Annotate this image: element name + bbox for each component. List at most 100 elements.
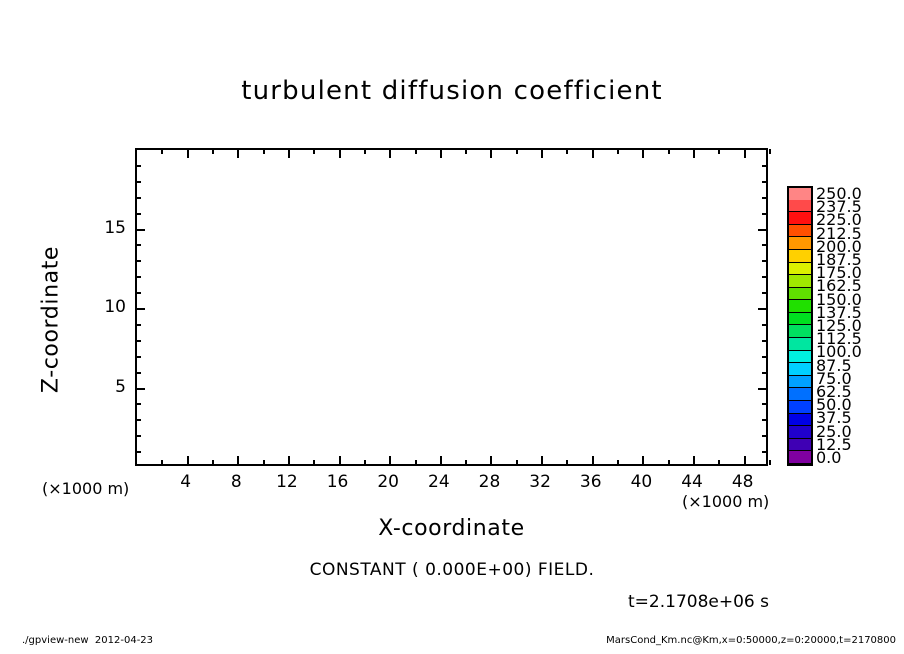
colorbar-tick-label: 37.5 (816, 408, 852, 428)
axis-tick (211, 149, 214, 154)
axis-tick (762, 419, 767, 422)
axis-tick (136, 355, 141, 358)
axis-tick (465, 460, 468, 465)
y-tick-label: 15 (104, 217, 126, 238)
axis-tick (490, 456, 493, 465)
axis-tick (161, 149, 164, 154)
colorbar-tick-label: 212.5 (816, 223, 862, 243)
colorbar-labels: 0.0 12.5 25.0 37.5 50.0 62.5 75.0 87.5 100.0 112.… (816, 186, 902, 466)
y-tick-label: 10 (104, 297, 126, 317)
colorbar-tick-label: 175.0 (816, 263, 862, 283)
constant-field-note: CONSTANT ( 0.000E+00) FIELD. (309, 560, 595, 580)
axis-tick (762, 435, 767, 438)
axis-tick (136, 228, 145, 231)
colorbar-tick-label: 237.5 (816, 197, 862, 217)
axis-tick (566, 149, 569, 154)
colorbar-band (789, 199, 811, 213)
x-tick-label: 24 (428, 472, 450, 492)
colorbar-band (789, 287, 811, 301)
axis-tick (389, 456, 392, 465)
axis-tick (136, 260, 141, 263)
x-unit-label-left: (×1000 m) (42, 479, 130, 498)
colorbar-band (789, 338, 811, 351)
axis-tick (762, 292, 767, 295)
axis-tick (758, 387, 767, 390)
axis-tick (211, 460, 214, 465)
axis-tick (541, 149, 544, 158)
colorbar-tick-label: 0.0 (816, 448, 842, 467)
footer-command: ./gpview-new 2012-04-23 (22, 635, 154, 646)
axis-tick (762, 212, 767, 215)
axis-tick (363, 460, 366, 465)
axis-tick (389, 149, 392, 158)
axis-tick (762, 164, 767, 167)
plot-area (135, 148, 771, 466)
axis-tick (136, 403, 141, 406)
axis-tick (136, 196, 141, 199)
colorbar-tick-label: 137.5 (816, 302, 862, 322)
colorbar-tick-label: 200.0 (816, 236, 862, 256)
axis-tick (262, 149, 265, 154)
axis-tick (186, 456, 189, 465)
axis-tick (541, 456, 544, 465)
colorbar-band (789, 388, 811, 402)
page-title: turbulent diffusion coefficient (241, 76, 663, 106)
colorbar-band (789, 325, 811, 339)
colorbar-band (789, 224, 811, 238)
x-tick-label: 4 (180, 472, 192, 492)
colorbar-tick-label: 12.5 (816, 434, 852, 454)
colorbar (787, 186, 813, 466)
axis-tick (642, 456, 645, 465)
colorbar-band (789, 413, 811, 427)
axis-tick (769, 460, 771, 465)
axis-tick (136, 212, 141, 215)
axis-tick (186, 149, 189, 158)
axis-tick (693, 456, 696, 465)
axis-tick (465, 149, 468, 154)
axis-tick (762, 339, 767, 342)
axis-tick (287, 456, 290, 465)
axis-tick (414, 149, 417, 154)
colorbar-tick-label: 112.5 (816, 329, 862, 349)
colorbar-tick-label: 225.0 (816, 210, 862, 230)
y-tick-label: 5 (115, 376, 126, 397)
axis-tick (667, 149, 670, 154)
colorbar-band (789, 451, 811, 464)
axis-tick (136, 371, 141, 374)
colorbar-tick-label: 100.0 (816, 342, 862, 362)
axis-tick (136, 308, 145, 310)
colorbar-band (789, 249, 811, 263)
axis-tick (414, 460, 417, 465)
axis-tick (566, 460, 569, 465)
x-tick-label: 28 (478, 472, 501, 492)
colorbar-band (789, 375, 811, 389)
colorbar-band (789, 363, 811, 376)
colorbar-tick-label: 25.0 (816, 421, 852, 441)
colorbar-band (789, 237, 811, 250)
colorbar-band (789, 300, 811, 313)
colorbar-tick-label: 150.0 (816, 289, 862, 309)
axis-tick (262, 460, 265, 465)
axis-tick (237, 456, 240, 465)
colorbar-band (789, 275, 811, 288)
axis-tick (758, 228, 767, 231)
axis-tick (642, 149, 645, 158)
axis-tick (237, 149, 240, 158)
axis-tick (762, 371, 767, 374)
axis-tick (762, 355, 767, 358)
x-tick-label: 12 (276, 472, 298, 492)
axis-tick (313, 460, 316, 465)
x-tick-label: 36 (579, 472, 602, 492)
colorbar-band (789, 262, 811, 276)
x-tick-label: 20 (377, 472, 400, 492)
colorbar-tick-label: 162.5 (816, 276, 862, 296)
colorbar-tick-label: 75.0 (816, 368, 852, 388)
axis-tick (439, 149, 442, 158)
axis-tick (136, 419, 141, 422)
x-tick-label: 32 (529, 472, 551, 492)
y-axis-title: Z-coordinate (38, 245, 64, 394)
axis-tick (515, 149, 518, 154)
axis-tick (667, 460, 670, 465)
axis-tick (743, 456, 746, 465)
colorbar-tick-label: 62.5 (816, 382, 852, 401)
